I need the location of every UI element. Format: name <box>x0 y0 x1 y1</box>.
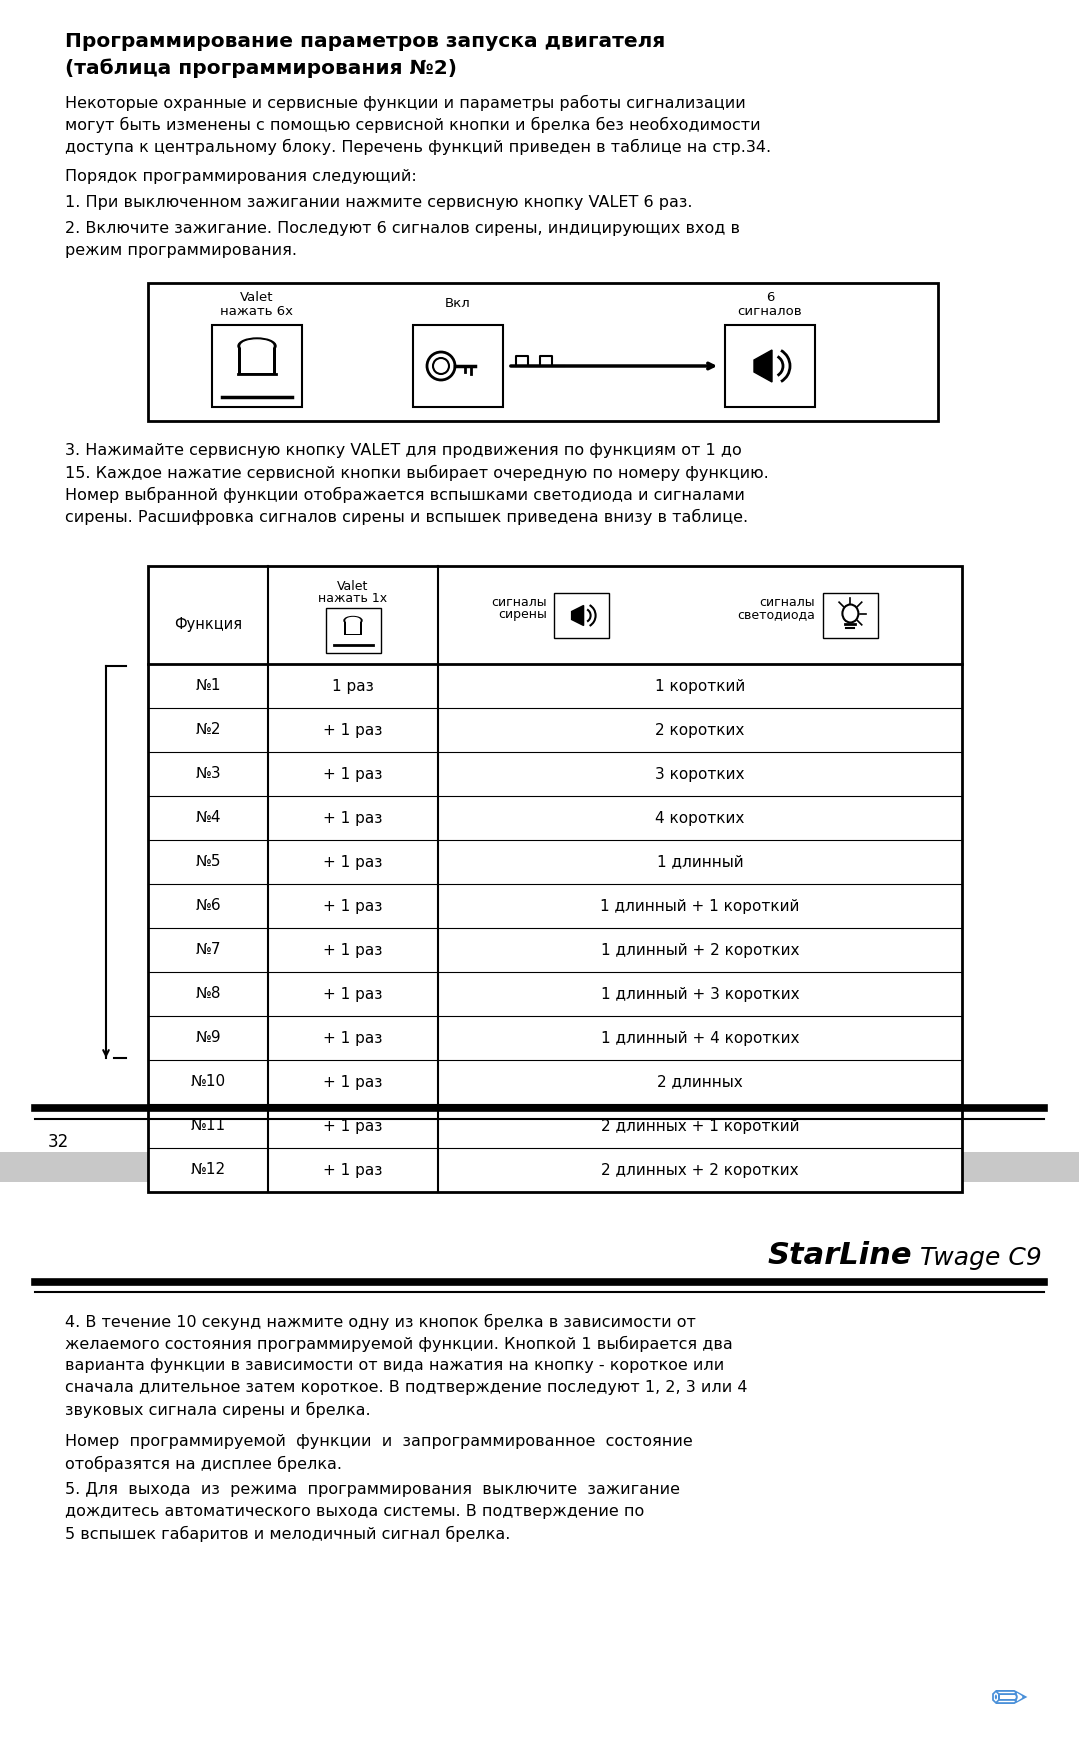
Text: светодиода: светодиода <box>737 608 815 620</box>
Ellipse shape <box>238 337 276 355</box>
FancyBboxPatch shape <box>344 620 361 634</box>
Text: №1: №1 <box>195 678 221 693</box>
Text: сначала длительное затем короткое. В подтверждение последуют 1, 2, 3 или 4: сначала длительное затем короткое. В под… <box>65 1380 748 1396</box>
Text: варианта функции в зависимости от вида нажатия на кнопку - короткое или: варианта функции в зависимости от вида н… <box>65 1357 724 1373</box>
Text: + 1 раз: + 1 раз <box>324 810 383 826</box>
Text: + 1 раз: + 1 раз <box>324 942 383 958</box>
Text: + 1 раз: + 1 раз <box>324 1074 383 1090</box>
Text: 15. Каждое нажатие сервисной кнопки выбирает очередную по номеру функцию.: 15. Каждое нажатие сервисной кнопки выби… <box>65 466 768 481</box>
Text: 5 вспышек габаритов и мелодичный сигнал брелка.: 5 вспышек габаритов и мелодичный сигнал … <box>65 1526 510 1542</box>
Text: №4: №4 <box>195 810 221 826</box>
Text: 2 длинных + 2 коротких: 2 длинных + 2 коротких <box>601 1163 798 1178</box>
Polygon shape <box>572 605 584 626</box>
Text: (таблица программирования №2): (таблица программирования №2) <box>65 57 457 78</box>
Text: + 1 раз: + 1 раз <box>324 987 383 1001</box>
Text: нажать 1х: нажать 1х <box>318 593 387 605</box>
FancyBboxPatch shape <box>0 1182 1079 1738</box>
Text: сигналы: сигналы <box>760 596 815 608</box>
Polygon shape <box>754 349 771 382</box>
Text: + 1 раз: + 1 раз <box>324 723 383 737</box>
Text: Некоторые охранные и сервисные функции и параметры работы сигнализации: Некоторые охранные и сервисные функции и… <box>65 96 746 111</box>
Text: Номер выбранной функции отображается вспышками светодиода и сигналами: Номер выбранной функции отображается всп… <box>65 487 745 504</box>
Text: 1 длинный + 2 коротких: 1 длинный + 2 коротких <box>601 942 800 958</box>
FancyBboxPatch shape <box>725 325 815 407</box>
Text: 5. Для  выхода  из  режима  программирования  выключите  зажигание: 5. Для выхода из режима программирования… <box>65 1483 680 1496</box>
Text: Valet: Valet <box>241 290 274 304</box>
FancyBboxPatch shape <box>413 325 503 407</box>
Text: отобразятся на дисплее брелка.: отобразятся на дисплее брелка. <box>65 1456 342 1472</box>
Text: 3. Нажимайте сервисную кнопку VALET для продвижения по функциям от 1 до: 3. Нажимайте сервисную кнопку VALET для … <box>65 443 741 459</box>
FancyBboxPatch shape <box>241 348 273 374</box>
Text: №11: №11 <box>190 1119 226 1133</box>
Text: №10: №10 <box>190 1074 226 1090</box>
Text: + 1 раз: + 1 раз <box>324 766 383 782</box>
Text: 4 коротких: 4 коротких <box>655 810 745 826</box>
Text: 2. Включите зажигание. Последуют 6 сигналов сирены, индицирующих вход в: 2. Включите зажигание. Последуют 6 сигна… <box>65 221 740 236</box>
Text: №12: №12 <box>190 1163 226 1178</box>
Text: Twage C9: Twage C9 <box>912 1246 1041 1270</box>
FancyBboxPatch shape <box>148 567 962 1192</box>
Text: дождитесь автоматического выхода системы. В подтверждение по: дождитесь автоматического выхода системы… <box>65 1503 644 1519</box>
Text: 3 коротких: 3 коротких <box>655 766 745 782</box>
Text: сирены. Расшифровка сигналов сирены и вспышек приведена внизу в таблице.: сирены. Расшифровка сигналов сирены и вс… <box>65 509 748 525</box>
Text: Valet: Valet <box>338 580 369 593</box>
Text: 6: 6 <box>766 290 775 304</box>
Text: режим программирования.: режим программирования. <box>65 243 297 257</box>
Text: сигналов: сигналов <box>738 304 803 318</box>
Text: Номер  программируемой  функции  и  запрограммированное  состояние: Номер программируемой функции и запрогра… <box>65 1434 693 1449</box>
Text: 2 длинных: 2 длинных <box>657 1074 742 1090</box>
Text: StarLine: StarLine <box>767 1241 912 1270</box>
FancyBboxPatch shape <box>326 608 381 653</box>
Text: №8: №8 <box>195 987 221 1001</box>
Text: + 1 раз: + 1 раз <box>324 1163 383 1178</box>
FancyBboxPatch shape <box>211 325 302 407</box>
Text: Программирование параметров запуска двигателя: Программирование параметров запуска двиг… <box>65 31 666 50</box>
Text: №3: №3 <box>195 766 221 782</box>
Text: №2: №2 <box>195 723 221 737</box>
Ellipse shape <box>344 617 361 624</box>
FancyBboxPatch shape <box>0 0 1079 1152</box>
Text: 1 короткий: 1 короткий <box>655 678 746 693</box>
Text: доступа к центральному блоку. Перечень функций приведен в таблице на стр.34.: доступа к центральному блоку. Перечень ф… <box>65 139 771 155</box>
Text: ✏: ✏ <box>992 1679 1028 1722</box>
Text: 1 длинный + 1 короткий: 1 длинный + 1 короткий <box>600 899 800 914</box>
Text: 2 коротких: 2 коротких <box>655 723 745 737</box>
Text: 32: 32 <box>47 1133 69 1151</box>
Text: №9: №9 <box>195 1031 221 1046</box>
Text: 4. В течение 10 секунд нажмите одну из кнопок брелка в зависимости от: 4. В течение 10 секунд нажмите одну из к… <box>65 1314 696 1330</box>
Text: Порядок программирования следующий:: Порядок программирования следующий: <box>65 169 416 184</box>
Ellipse shape <box>241 341 273 353</box>
Text: №5: №5 <box>195 855 221 869</box>
Text: + 1 раз: + 1 раз <box>324 855 383 869</box>
Text: + 1 раз: + 1 раз <box>324 1031 383 1046</box>
Text: 1 длинный: 1 длинный <box>657 855 743 869</box>
FancyBboxPatch shape <box>238 346 276 374</box>
Text: 1 длинный + 3 коротких: 1 длинный + 3 коротких <box>601 987 800 1001</box>
Text: звуковых сигнала сирены и брелка.: звуковых сигнала сирены и брелка. <box>65 1403 370 1418</box>
Text: 2 длинных + 1 короткий: 2 длинных + 1 короткий <box>601 1119 800 1133</box>
Text: 1 длинный + 4 коротких: 1 длинный + 4 коротких <box>601 1031 800 1046</box>
FancyBboxPatch shape <box>346 622 360 633</box>
Text: Функция: Функция <box>174 617 242 633</box>
Text: могут быть изменены с помощью сервисной кнопки и брелка без необходимости: могут быть изменены с помощью сервисной … <box>65 116 761 134</box>
Text: + 1 раз: + 1 раз <box>324 899 383 914</box>
Text: 1 раз: 1 раз <box>332 678 374 693</box>
Text: 1. При выключенном зажигании нажмите сервисную кнопку VALET 6 раз.: 1. При выключенном зажигании нажмите сер… <box>65 195 693 210</box>
Text: нажать 6х: нажать 6х <box>220 304 293 318</box>
Text: + 1 раз: + 1 раз <box>324 1119 383 1133</box>
Ellipse shape <box>346 617 360 624</box>
Text: желаемого состояния программируемой функции. Кнопкой 1 выбирается два: желаемого состояния программируемой функ… <box>65 1337 733 1352</box>
FancyBboxPatch shape <box>148 283 938 421</box>
FancyBboxPatch shape <box>555 593 610 638</box>
Text: №6: №6 <box>195 899 221 914</box>
FancyBboxPatch shape <box>823 593 878 638</box>
Text: сигналы: сигналы <box>491 596 547 608</box>
Text: №7: №7 <box>195 942 221 958</box>
Text: Вкл: Вкл <box>446 297 470 309</box>
Text: сирены: сирены <box>498 608 547 620</box>
